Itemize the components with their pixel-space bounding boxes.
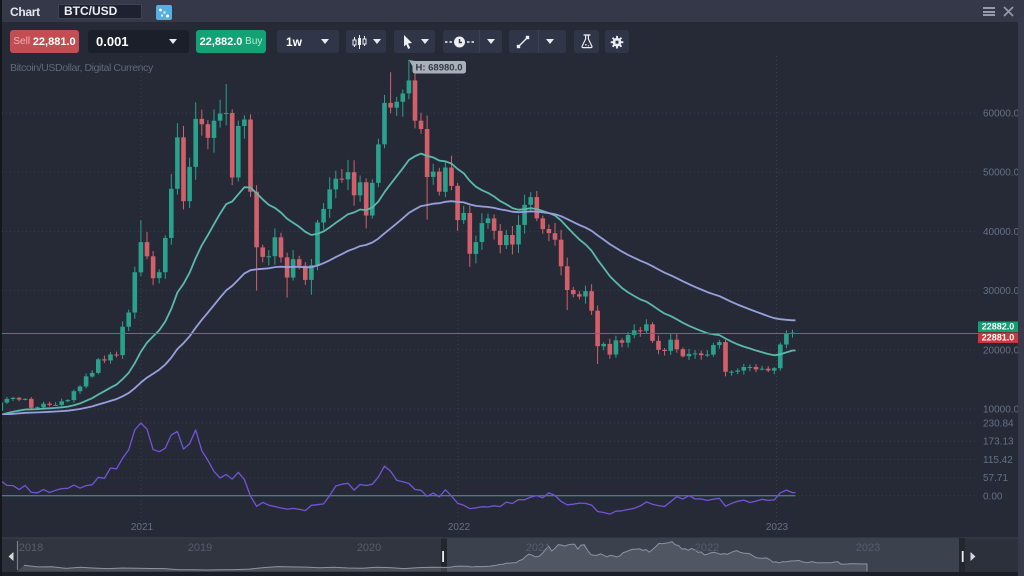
- svg-text:2021: 2021: [526, 542, 550, 554]
- svg-text:2018: 2018: [19, 542, 43, 554]
- svg-text:2023: 2023: [766, 522, 789, 533]
- svg-text:10000.0: 10000.0: [983, 405, 1020, 416]
- svg-text:2023: 2023: [856, 542, 880, 554]
- svg-text:57.71: 57.71: [983, 473, 1008, 484]
- svg-text:22881.0: 22881.0: [982, 333, 1015, 343]
- svg-text:H: 68980.0: H: 68980.0: [415, 62, 462, 73]
- svg-text:50000.0: 50000.0: [983, 168, 1020, 179]
- svg-text:0.00: 0.00: [983, 491, 1003, 502]
- svg-text:230.84: 230.84: [983, 419, 1014, 430]
- svg-text:2020: 2020: [357, 542, 381, 554]
- svg-text:20000.0: 20000.0: [983, 345, 1020, 356]
- svg-text:60000.0: 60000.0: [983, 109, 1020, 120]
- svg-text:173.13: 173.13: [983, 437, 1014, 448]
- svg-text:40000.0: 40000.0: [983, 227, 1020, 238]
- svg-text:2019: 2019: [188, 542, 212, 554]
- svg-text:22882.0: 22882.0: [982, 322, 1015, 332]
- svg-text:2022: 2022: [448, 522, 471, 533]
- svg-text:115.42: 115.42: [983, 455, 1013, 466]
- svg-text:2022: 2022: [695, 542, 719, 554]
- svg-text:2021: 2021: [131, 522, 154, 533]
- svg-text:30000.0: 30000.0: [983, 286, 1020, 297]
